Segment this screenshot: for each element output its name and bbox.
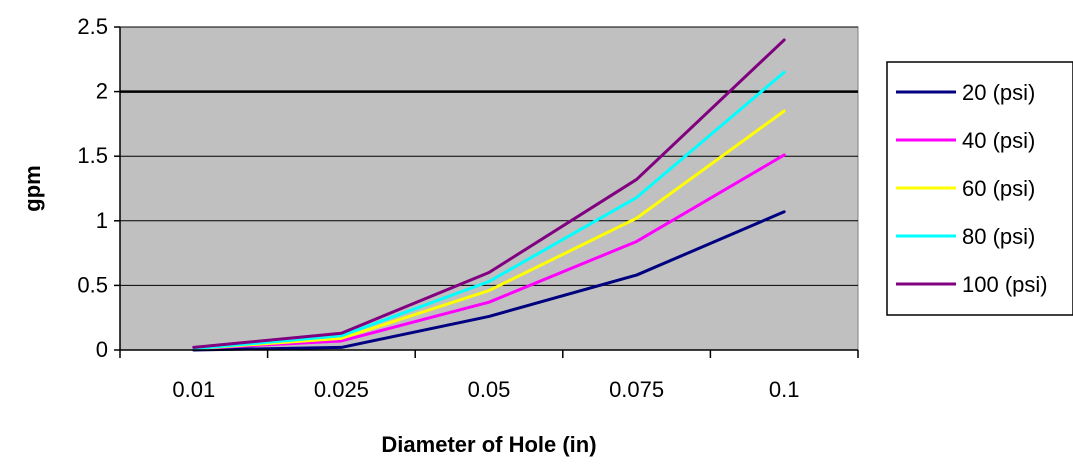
legend-label-4: 80 (psi) (962, 224, 1035, 249)
series-line-3 (192, 109, 786, 351)
legend-label-5: 100 (psi) (962, 272, 1048, 297)
y-tick-label: 0.5 (77, 272, 108, 297)
legend-label-1: 20 (psi) (962, 80, 1035, 105)
ticks-layer: 0 0.5 1 1.5 2 2.5 0.01 0.025 0.05 0.075 0.1 (77, 14, 859, 402)
y-axis-title: gpm (20, 165, 45, 211)
x-axis-title: Diameter of Hole (in) (381, 432, 596, 457)
series-line-4 (192, 70, 786, 351)
legend-label-2: 40 (psi) (962, 128, 1035, 153)
x-tick-label: 0.1 (769, 377, 800, 402)
x-tick-label: 0.075 (609, 377, 664, 402)
x-tick-label: 0.05 (468, 377, 511, 402)
legend-label-3: 60 (psi) (962, 176, 1035, 201)
series-layer (192, 38, 786, 352)
x-tick-label: 0.025 (314, 377, 369, 402)
plot-area (119, 26, 859, 351)
axes-layer (119, 27, 858, 351)
y-tick-label: 2.5 (77, 14, 108, 39)
y-tick-label: 0 (96, 337, 108, 362)
series-line-2 (192, 153, 786, 351)
series-line-5 (192, 38, 786, 349)
gridlines (120, 26, 858, 286)
legend: 20 (psi) 40 (psi) 60 (psi) 80 (psi) 100 (psi… (886, 61, 1073, 316)
y-tick-label: 2 (96, 79, 108, 104)
series-line-1 (192, 210, 786, 352)
y-tick-label: 1.5 (77, 143, 108, 168)
y-tick-label: 1 (96, 208, 108, 233)
x-tick-label: 0.01 (172, 377, 215, 402)
